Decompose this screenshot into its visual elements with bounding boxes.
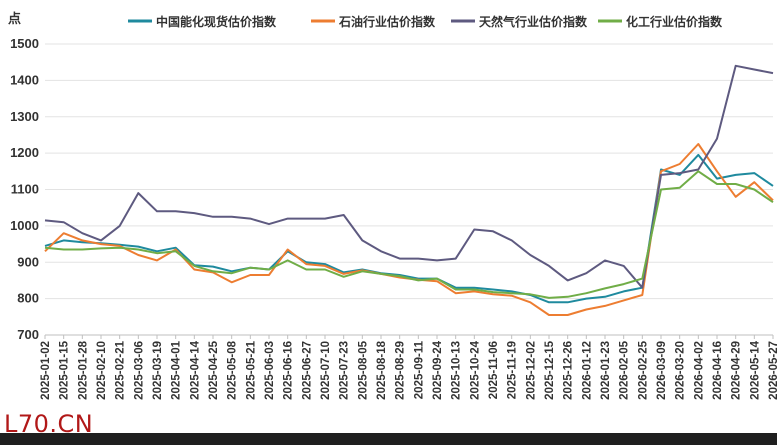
y-tick-label: 1300 (10, 109, 39, 124)
x-tick-label: 2025-06-03 (264, 341, 276, 400)
legend-label-1: 石油行业估价指数 (338, 14, 436, 29)
y-tick-label: 1500 (10, 36, 39, 51)
x-tick-label: 2025-08-29 (395, 341, 407, 400)
x-tick-label: 2025-05-08 (227, 340, 239, 399)
x-tick-label: 2025-04-14 (189, 340, 201, 399)
series-line-3 (44, 170, 774, 299)
x-tick-label: 2025-07-10 (320, 341, 332, 400)
x-tick-label: 2025-02-10 (96, 341, 108, 400)
x-tick-label: 2025-03-06 (133, 341, 145, 400)
y-axis-unit-label: 点 (8, 11, 21, 27)
x-tick-label: 2025-06-16 (283, 341, 295, 400)
x-tick-label: 2026-03-09 (656, 341, 668, 400)
x-tick-label: 2025-11-19 (507, 341, 519, 399)
y-tick-label: 700 (17, 327, 39, 342)
x-tick-label: 2025-08-18 (376, 340, 388, 399)
y-tick-label: 800 (17, 291, 39, 306)
x-tick-label: 2025-09-24 (432, 340, 444, 399)
series-line-0 (44, 153, 774, 304)
x-tick-label: 2025-10-13 (451, 341, 463, 400)
series-lines (44, 64, 774, 316)
x-tick-label: 2025-04-25 (208, 340, 220, 399)
x-tick-label: 2026-01-12 (581, 341, 593, 400)
x-tick-label: 2025-02-21 (115, 340, 127, 399)
legend-label-2: 天然气行业估价指数 (479, 14, 588, 29)
footer-bar (0, 433, 777, 445)
x-tick-label: 2026-01-23 (600, 341, 612, 400)
x-tick-label: 2025-03-19 (152, 341, 164, 400)
x-tick-label: 2026-05-27 (768, 341, 777, 400)
x-tick-label: 2025-12-26 (563, 341, 575, 400)
x-tick-label: 2026-03-20 (675, 341, 687, 400)
x-tick-label: 2026-04-29 (731, 341, 743, 400)
x-tick-label: 2026-05-14 (749, 340, 761, 399)
x-tick-label: 2025-01-15 (59, 340, 71, 399)
x-tick-label: 2025-10-24 (469, 340, 481, 399)
x-tick-label: 2026-04-16 (712, 341, 724, 400)
x-tick-label: 2025-06-27 (301, 341, 313, 400)
legend: 中国能化现货估价指数 石油行业估价指数 天然气行业估价指数 化工行业估价指数 (128, 14, 723, 29)
x-tick-label: 2026-02-05 (619, 340, 631, 399)
x-tick-label: 2025-01-02 (40, 341, 52, 400)
x-tick-label: 2025-11-06 (488, 341, 500, 399)
y-tick-label: 900 (17, 254, 39, 269)
watermark-logo: L70.CN (4, 410, 94, 438)
y-tick-label: 1100 (11, 182, 39, 197)
series-line-1 (44, 143, 774, 316)
y-axis-ticks: 700 800 900 1000 1100 1200 1300 1400 1500 (10, 36, 39, 342)
x-tick-label: 2025-04-01 (171, 340, 183, 399)
x-tick-label: 2025-05-21 (245, 340, 257, 399)
x-tick-label: 2025-08-05 (357, 340, 369, 399)
y-tick-label: 1400 (10, 72, 39, 87)
y-tick-label: 1200 (10, 145, 39, 160)
x-axis-ticks: 2025-01-02 2025-01-15 2025-01-28 2025-02-10… (40, 335, 777, 400)
x-tick-label: 2025-09-11 (413, 340, 425, 399)
x-tick-label: 2025-07-23 (339, 341, 351, 400)
y-tick-label: 1000 (10, 218, 39, 233)
legend-label-0: 中国能化现货估价指数 (156, 14, 277, 29)
x-tick-label: 2026-04-02 (693, 341, 705, 400)
gridlines (45, 43, 773, 336)
legend-label-3: 化工行业估价指数 (626, 14, 723, 29)
x-tick-label: 2026-02-25 (637, 340, 649, 399)
x-tick-label: 2025-01-28 (77, 340, 89, 399)
x-tick-label: 2025-12-02 (525, 341, 537, 400)
x-tick-label: 2025-12-15 (544, 340, 556, 399)
series-line-2 (44, 64, 774, 289)
